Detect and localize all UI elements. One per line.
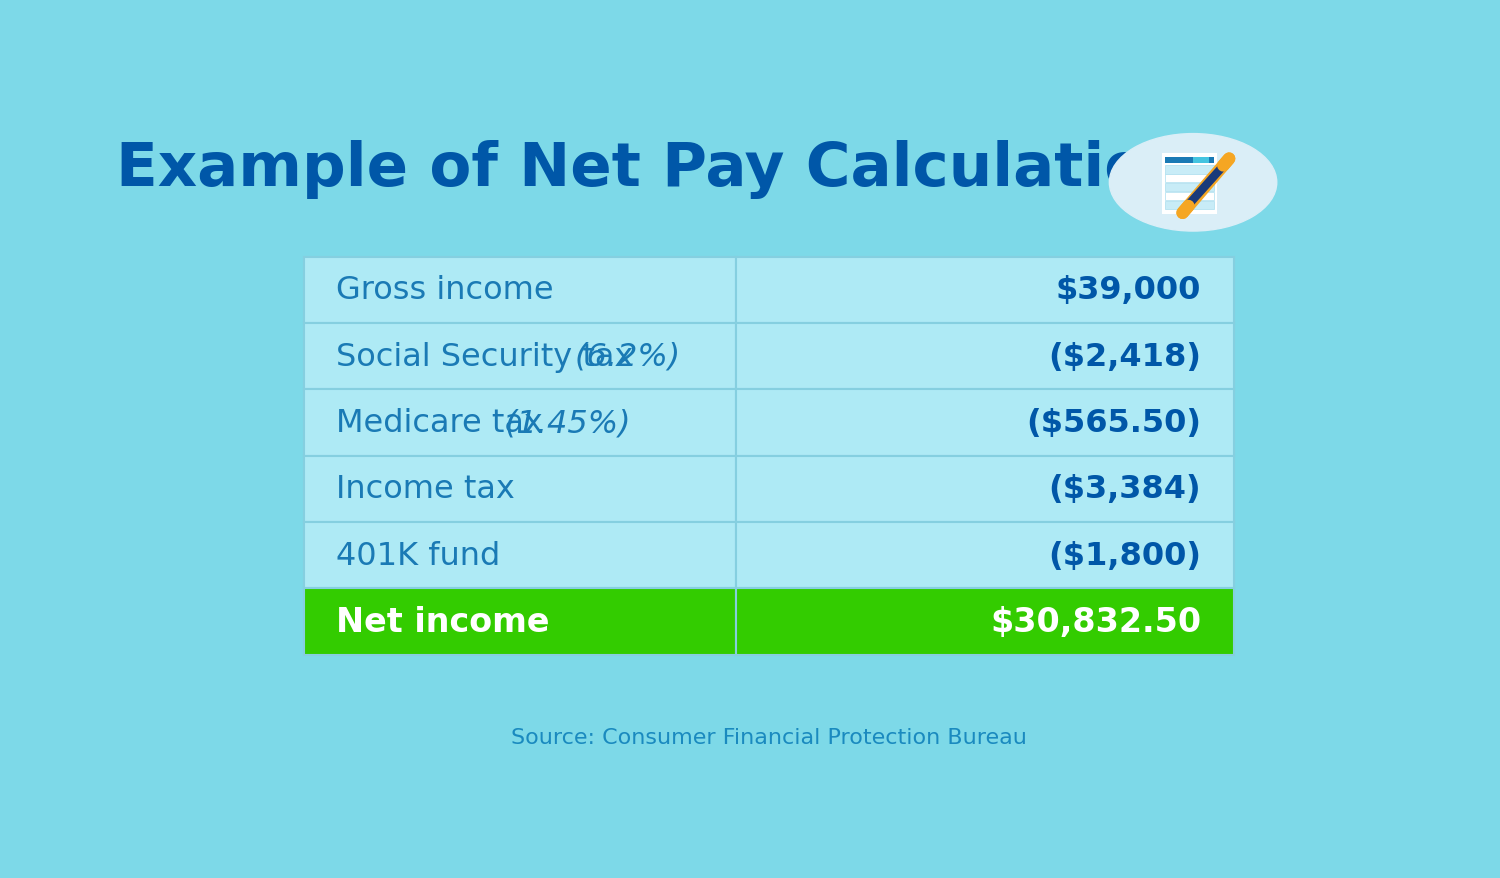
FancyBboxPatch shape bbox=[736, 257, 1233, 324]
Circle shape bbox=[1110, 134, 1276, 232]
FancyBboxPatch shape bbox=[1166, 166, 1214, 175]
Text: $30,832.50: $30,832.50 bbox=[990, 606, 1202, 638]
Text: ($2,418): ($2,418) bbox=[1048, 342, 1202, 372]
FancyBboxPatch shape bbox=[1166, 175, 1214, 184]
FancyBboxPatch shape bbox=[303, 324, 736, 390]
Text: Source: Consumer Financial Protection Bureau: Source: Consumer Financial Protection Bu… bbox=[512, 728, 1026, 747]
Text: 401K fund: 401K fund bbox=[336, 540, 501, 571]
Text: Example of Net Pay Calculation: Example of Net Pay Calculation bbox=[116, 140, 1190, 199]
Text: $39,000: $39,000 bbox=[1056, 275, 1202, 306]
FancyBboxPatch shape bbox=[1192, 157, 1209, 164]
FancyBboxPatch shape bbox=[736, 390, 1233, 457]
Text: Gross income: Gross income bbox=[336, 275, 554, 306]
Text: Social Security tax: Social Security tax bbox=[336, 342, 644, 372]
FancyBboxPatch shape bbox=[1161, 154, 1218, 215]
FancyBboxPatch shape bbox=[303, 589, 736, 655]
FancyBboxPatch shape bbox=[736, 589, 1233, 655]
Text: Net income: Net income bbox=[336, 606, 550, 638]
FancyBboxPatch shape bbox=[303, 522, 736, 589]
FancyBboxPatch shape bbox=[1166, 192, 1214, 201]
Text: (1.45%): (1.45%) bbox=[504, 407, 632, 439]
Text: (6.2%): (6.2%) bbox=[574, 342, 681, 372]
FancyBboxPatch shape bbox=[303, 457, 736, 522]
FancyBboxPatch shape bbox=[303, 257, 736, 324]
FancyBboxPatch shape bbox=[736, 324, 1233, 390]
Text: Income tax: Income tax bbox=[336, 474, 514, 505]
FancyBboxPatch shape bbox=[736, 522, 1233, 589]
Text: ($565.50): ($565.50) bbox=[1026, 407, 1202, 439]
FancyBboxPatch shape bbox=[736, 457, 1233, 522]
FancyBboxPatch shape bbox=[303, 390, 736, 457]
FancyBboxPatch shape bbox=[1166, 201, 1214, 210]
Text: ($1,800): ($1,800) bbox=[1048, 540, 1202, 571]
Text: ($3,384): ($3,384) bbox=[1048, 474, 1202, 505]
FancyBboxPatch shape bbox=[1166, 157, 1214, 164]
Text: Medicare tax: Medicare tax bbox=[336, 407, 554, 439]
FancyBboxPatch shape bbox=[1166, 184, 1214, 192]
